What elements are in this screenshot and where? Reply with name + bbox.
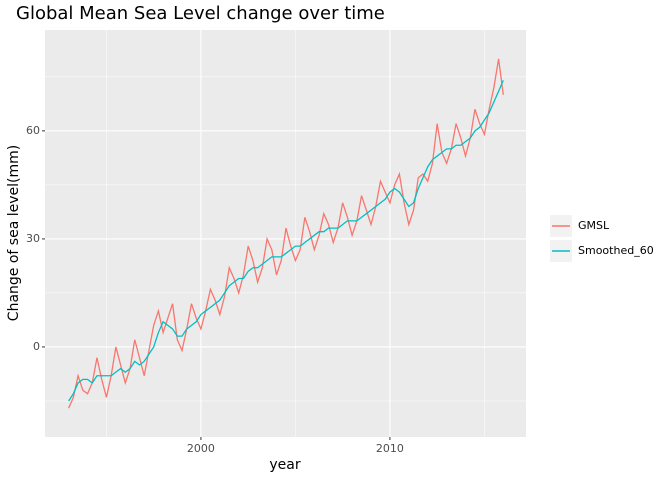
lines — [68, 58, 504, 409]
x-tick-label: 2010 — [376, 442, 404, 455]
x-tick-label: 2000 — [187, 442, 215, 455]
y-tick-label: 0 — [33, 340, 40, 353]
y-axis-title: Change of sea level(mm) — [6, 145, 22, 321]
legend-label: Smoothed_60 — [578, 244, 654, 257]
series-line — [68, 80, 504, 402]
legend-label: GMSL — [578, 219, 610, 232]
y-tick-label: 30 — [26, 232, 40, 245]
y-tick-label: 60 — [26, 124, 40, 137]
chart-title: Global Mean Sea Level change over time — [16, 3, 385, 24]
grid — [45, 30, 526, 437]
legend: GMSL Smoothed_60 — [550, 215, 654, 262]
x-axis-title: year — [269, 457, 300, 473]
